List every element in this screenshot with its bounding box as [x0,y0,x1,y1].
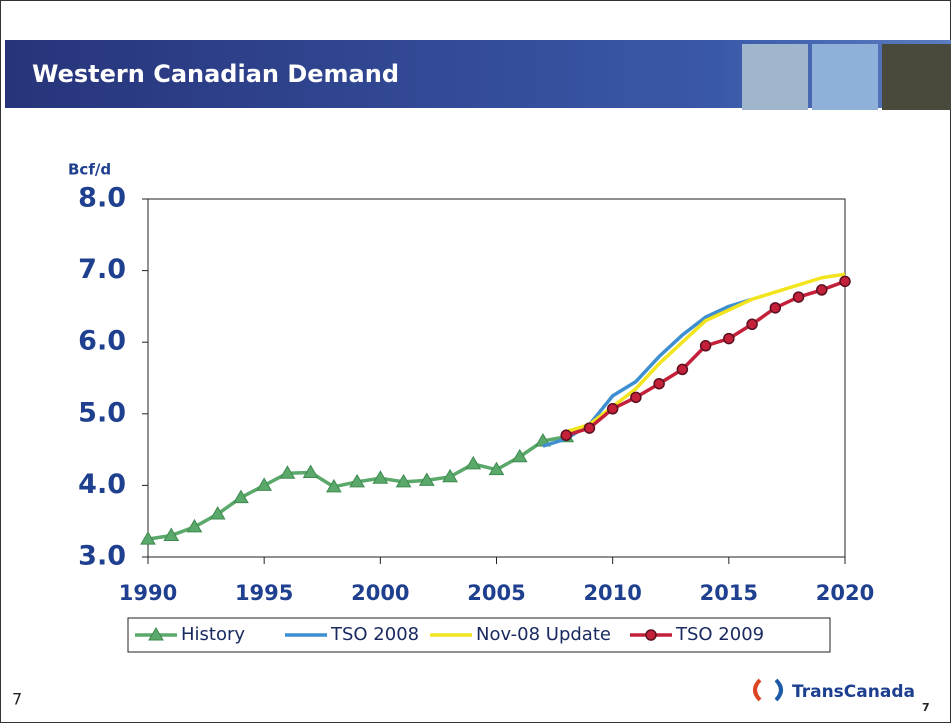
marker-circle [631,392,641,402]
x-tick-label: 2020 [816,581,874,605]
legend-label: TSO 2008 [330,624,419,645]
y-tick-label: 3.0 [78,541,126,572]
logo: TransCanada [755,680,915,702]
marker-circle [724,334,734,344]
page-number: 7 [12,690,22,709]
y-tick-label: 4.0 [78,469,126,500]
x-tick-label: 2010 [583,581,641,605]
x-tick-label: 2015 [700,581,758,605]
header-photo [812,44,878,110]
slide-frame [0,0,951,723]
logo-text: TransCanada [792,682,915,702]
marker-circle [840,276,850,286]
header-photo [742,44,808,110]
legend-marker [646,630,656,640]
x-tick-label: 2005 [467,581,525,605]
y-tick-label: 6.0 [78,326,126,357]
header-photo [882,44,951,110]
marker-circle [677,364,687,374]
marker-circle [794,292,804,302]
x-tick-label: 2000 [351,581,409,605]
marker-circle [654,379,664,389]
y-axis-label: Bcf/d [68,161,111,179]
marker-circle [608,404,618,414]
y-tick-label: 8.0 [78,183,126,214]
marker-circle [701,341,711,351]
page: Western Canadian Demand Bcf/d History TSO… [0,0,951,723]
corner-number: 7 [922,701,930,714]
x-tick-label: 1990 [119,581,177,605]
legend-label: Nov-08 Update [476,624,611,645]
legend-label: History [181,624,245,645]
slide-title: Western Canadian Demand [32,60,399,88]
marker-circle [584,423,594,433]
marker-circle [747,319,757,329]
marker-circle [561,430,571,440]
marker-circle [817,285,827,295]
legend: History TSO 2008 Nov-08 Update TSO 2009 [128,618,830,652]
marker-circle [770,303,780,313]
x-tick-label: 1995 [235,581,293,605]
slide: Western Canadian Demand Bcf/d History TSO… [0,0,951,723]
y-tick-label: 7.0 [78,254,126,285]
legend-label: TSO 2009 [675,624,764,645]
y-tick-label: 5.0 [78,397,126,428]
